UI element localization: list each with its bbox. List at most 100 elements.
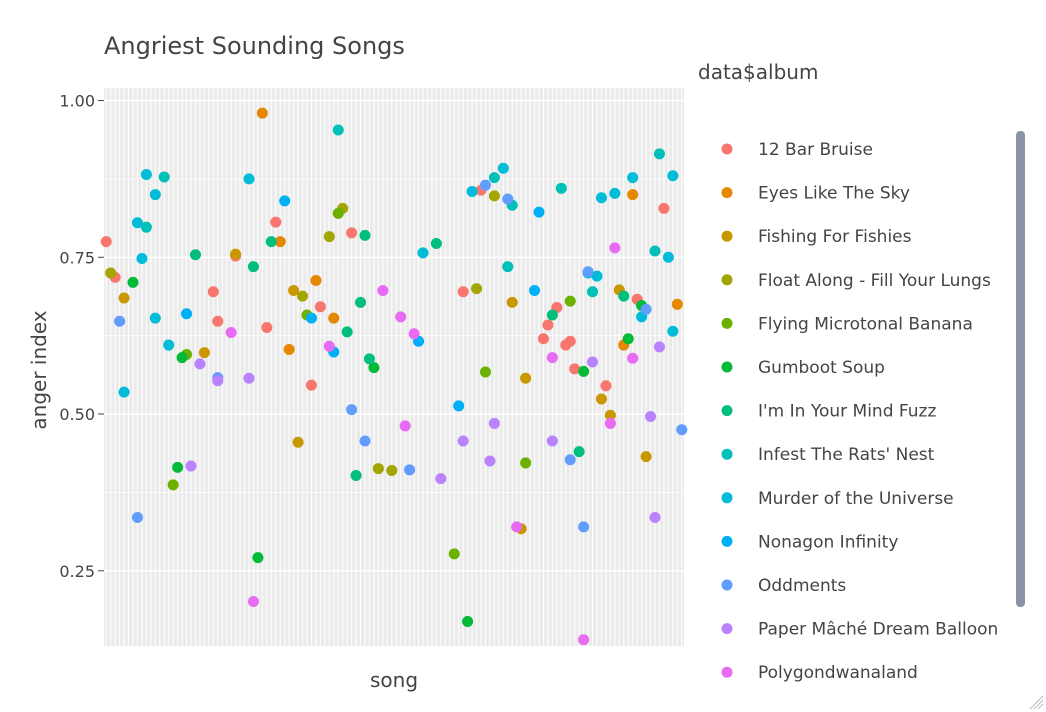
data-point bbox=[573, 446, 585, 458]
data-point bbox=[332, 124, 344, 136]
data-point bbox=[453, 400, 465, 412]
data-point bbox=[417, 247, 429, 259]
data-point bbox=[502, 193, 514, 205]
data-point bbox=[346, 404, 358, 416]
data-point bbox=[359, 229, 371, 241]
legend-item-label: Nonagon Infinity bbox=[758, 532, 898, 552]
data-point bbox=[618, 290, 630, 302]
data-point bbox=[609, 187, 621, 199]
legend-item-label: Murder of the Universe bbox=[758, 489, 954, 509]
data-point bbox=[511, 521, 523, 533]
y-gridlines bbox=[104, 99, 684, 572]
data-point bbox=[600, 380, 612, 392]
data-point bbox=[457, 435, 469, 447]
data-point bbox=[640, 451, 652, 463]
data-point bbox=[430, 237, 442, 249]
legend-item-label: Infest The Rats' Nest bbox=[758, 445, 935, 465]
data-point bbox=[399, 420, 411, 432]
resize-grip-icon[interactable] bbox=[1029, 695, 1044, 710]
data-point bbox=[497, 162, 509, 174]
data-point bbox=[247, 261, 259, 273]
data-point bbox=[667, 170, 679, 182]
data-point bbox=[305, 379, 317, 391]
chart-title: Angriest Sounding Songs bbox=[104, 32, 405, 60]
data-point bbox=[118, 292, 130, 304]
data-point bbox=[386, 464, 398, 476]
data-point bbox=[114, 315, 126, 327]
legend-item-label: Gumboot Soup bbox=[758, 358, 885, 378]
data-point bbox=[225, 327, 237, 339]
legend-marker bbox=[721, 405, 733, 417]
data-point bbox=[163, 339, 175, 351]
y-tick-label: 1.00 bbox=[59, 92, 95, 111]
legend-item-label: 12 Bar Bruise bbox=[758, 140, 873, 160]
data-point bbox=[149, 189, 161, 201]
data-point bbox=[546, 352, 558, 364]
data-point bbox=[167, 479, 179, 491]
data-point bbox=[542, 319, 554, 331]
data-point bbox=[131, 511, 143, 523]
data-point bbox=[372, 463, 384, 475]
data-point bbox=[435, 473, 447, 485]
data-point bbox=[288, 285, 300, 297]
legend-marker bbox=[721, 666, 733, 678]
data-point bbox=[479, 366, 491, 378]
data-point bbox=[314, 301, 326, 313]
data-point bbox=[368, 362, 380, 374]
data-point bbox=[283, 343, 295, 355]
data-point bbox=[346, 227, 358, 239]
x-axis-title: song bbox=[370, 668, 418, 692]
legend-scrollbar[interactable] bbox=[1016, 131, 1025, 607]
data-point bbox=[488, 172, 500, 184]
data-point bbox=[181, 308, 193, 320]
data-point bbox=[189, 249, 201, 261]
data-point bbox=[564, 295, 576, 307]
legend-marker bbox=[721, 492, 733, 504]
legend-marker bbox=[721, 274, 733, 286]
data-point bbox=[578, 365, 590, 377]
data-point bbox=[207, 286, 219, 298]
y-axis-title: anger index bbox=[27, 310, 51, 429]
data-point bbox=[653, 148, 665, 160]
data-point bbox=[604, 409, 616, 421]
data-point bbox=[546, 309, 558, 321]
legend-item-label: Flying Microtonal Banana bbox=[758, 314, 973, 334]
legend-item-label: Float Along - Fill Your Lungs bbox=[758, 271, 991, 291]
legend-item-label: Paper Mâché Dream Balloon bbox=[758, 620, 998, 640]
data-point bbox=[323, 231, 335, 243]
data-point bbox=[395, 311, 407, 323]
data-point bbox=[243, 372, 255, 384]
data-point bbox=[265, 236, 277, 248]
data-point bbox=[520, 372, 532, 384]
legend-item-label: Oddments bbox=[758, 576, 846, 596]
data-point bbox=[627, 189, 639, 201]
data-point bbox=[158, 171, 170, 183]
data-point bbox=[649, 511, 661, 523]
legend-marker bbox=[721, 623, 733, 635]
data-point bbox=[292, 436, 304, 448]
legend[interactable]: 12 Bar Bruise Eyes Like The Sky Fishing Fo… bbox=[721, 140, 999, 683]
data-point bbox=[645, 411, 657, 423]
data-point bbox=[328, 312, 340, 324]
legend-marker bbox=[721, 187, 733, 199]
data-point bbox=[502, 261, 514, 273]
legend-item-label: I'm In Your Mind Fuzz bbox=[758, 402, 936, 422]
data-point bbox=[140, 221, 152, 233]
data-point bbox=[471, 283, 483, 295]
data-point bbox=[488, 417, 500, 429]
data-point bbox=[355, 296, 367, 308]
data-point bbox=[529, 285, 541, 297]
data-point bbox=[622, 333, 634, 345]
data-point bbox=[582, 266, 594, 278]
data-point bbox=[667, 325, 679, 337]
data-point bbox=[127, 276, 139, 288]
y-tick-label: 0.75 bbox=[59, 248, 95, 267]
data-point bbox=[404, 464, 416, 476]
data-point bbox=[230, 248, 242, 260]
data-point bbox=[488, 190, 500, 202]
data-point bbox=[359, 435, 371, 447]
data-point bbox=[350, 469, 362, 481]
data-point bbox=[377, 285, 389, 297]
data-point bbox=[247, 595, 259, 607]
